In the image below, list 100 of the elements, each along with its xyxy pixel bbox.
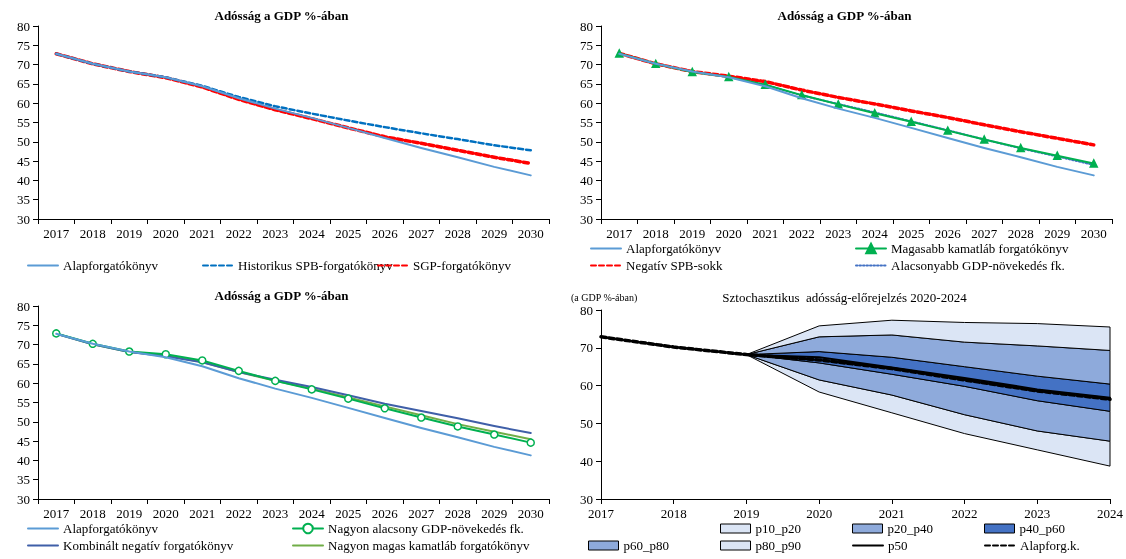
x-tick-label: 2029 [481,226,508,241]
point [271,376,280,386]
y-tick-label: 75 [580,37,593,53]
point [234,366,243,376]
y-tick-label: 70 [17,57,30,73]
legend-label: Alapforgatókönyv [63,258,159,273]
x-tick-label: 2017 [43,226,70,241]
x-tick-label: 2022 [951,506,978,521]
point [907,117,916,126]
y-tick-label: 40 [580,172,593,188]
x-tick-label: 2026 [371,226,399,241]
x-tick-label: 2030 [517,506,544,521]
y-tick-label: 30 [17,211,30,227]
y-tick-label: 35 [17,472,30,488]
y-tick-label: 35 [17,192,30,208]
chart-title: Adósság a GDP %-ában [214,288,350,303]
legend-label: Alapforg.k. [1020,538,1080,553]
point [1053,151,1062,160]
legend-label: Alapforgatókönyv [626,241,722,256]
y-axis-title: (a GDP %-ában) [571,291,638,304]
legend-label: Historikus SPB-forgatókönyv [238,258,394,273]
x-tick-label: 2025 [335,226,362,241]
point [344,394,353,403]
point [1089,159,1098,168]
y-tick-label: 50 [580,415,593,431]
x-tick-label: 2021 [189,506,216,521]
legend-label: Kombinált negatív forgatókönyv [63,538,234,553]
legend-label: Negatív SPB-sokk [626,258,723,273]
x-tick-label: 2021 [878,506,905,521]
y-tick-label: 35 [580,192,593,208]
x-tick-label: 2024 [298,226,326,241]
x-tick-label: 2026 [934,226,962,241]
y-tick-label: 60 [17,95,30,111]
point [307,385,316,394]
chart-title: Adósság a GDP %-ában [214,8,350,23]
x-tick-label: 2022 [225,506,252,521]
y-tick-label: 50 [580,134,593,150]
x-tick-label: 2017 [606,226,633,241]
point [198,356,207,365]
point [943,126,952,135]
legend-label: p40_p60 [1019,521,1065,536]
x-tick-label: 2024 [298,506,326,521]
x-tick-label: 2027 [408,506,435,521]
x-tick-label: 2029 [1044,226,1071,241]
chart-title: Adósság a GDP %-ában [777,8,913,23]
legend-label: p50 [888,538,908,553]
y-tick-label: 80 [17,298,30,314]
y-tick-label: 45 [17,433,30,449]
point [1016,143,1025,153]
x-tick-label: 2024 [1097,506,1124,521]
y-tick-label: 40 [17,172,30,188]
x-tick-label: 2020 [806,506,833,521]
y-tick-label: 80 [580,18,593,34]
legend-label: SGP-forgatókönyv [413,258,512,273]
y-tick-label: 30 [17,491,30,507]
x-tick-label: 2025 [898,226,925,241]
x-tick-label: 2029 [481,506,508,521]
point [417,413,426,422]
legend-label: Alacsonyabb GDP-növekedés fk. [891,258,1065,273]
x-tick-label: 2025 [335,506,362,521]
x-tick-label: 2030 [1080,226,1107,241]
y-tick-label: 75 [17,317,30,333]
y-tick-label: 80 [580,302,593,318]
x-tick-label: 2023 [825,226,852,241]
y-tick-label: 80 [17,18,30,34]
y-tick-label: 70 [580,57,593,73]
y-tick-label: 65 [580,76,593,92]
y-tick-label: 45 [17,153,30,169]
legend-label: p10_p20 [755,521,801,536]
point [380,404,389,413]
point [980,135,989,144]
x-tick-label: 2018 [79,226,106,241]
y-tick-label: 55 [580,115,593,130]
legend-label: p80_p90 [755,538,801,553]
y-tick-label: 60 [17,375,30,391]
x-tick-label: 2022 [225,226,252,241]
y-tick-label: 50 [17,414,30,430]
x-tick-label: 2018 [79,506,106,521]
x-tick-label: 2022 [788,226,815,241]
y-tick-label: 55 [17,115,30,130]
y-tick-label: 40 [580,453,593,469]
x-tick-label: 2021 [752,226,779,241]
y-tick-label: 40 [17,452,30,468]
x-tick-label: 2023 [262,226,289,241]
legend-label: Magasabb kamatláb forgatókönyv [891,241,1069,256]
x-tick-label: 2019 [679,226,706,241]
y-tick-label: 65 [17,356,30,372]
x-tick-label: 2017 [588,506,615,521]
x-tick-label: 2024 [861,226,889,241]
x-tick-label: 2028 [1007,226,1034,241]
y-tick-label: 30 [580,491,593,507]
y-tick-label: 70 [580,340,593,356]
point [490,430,499,439]
x-tick-label: 2027 [408,226,435,241]
chart-title: Sztochasztikus adósság-előrejelzés 2020-2024 [722,290,968,305]
x-tick-label: 2027 [971,226,998,241]
y-tick-label: 60 [580,378,593,394]
y-tick-label: 45 [580,153,593,169]
point [526,438,535,447]
y-tick-label: 50 [17,134,30,150]
